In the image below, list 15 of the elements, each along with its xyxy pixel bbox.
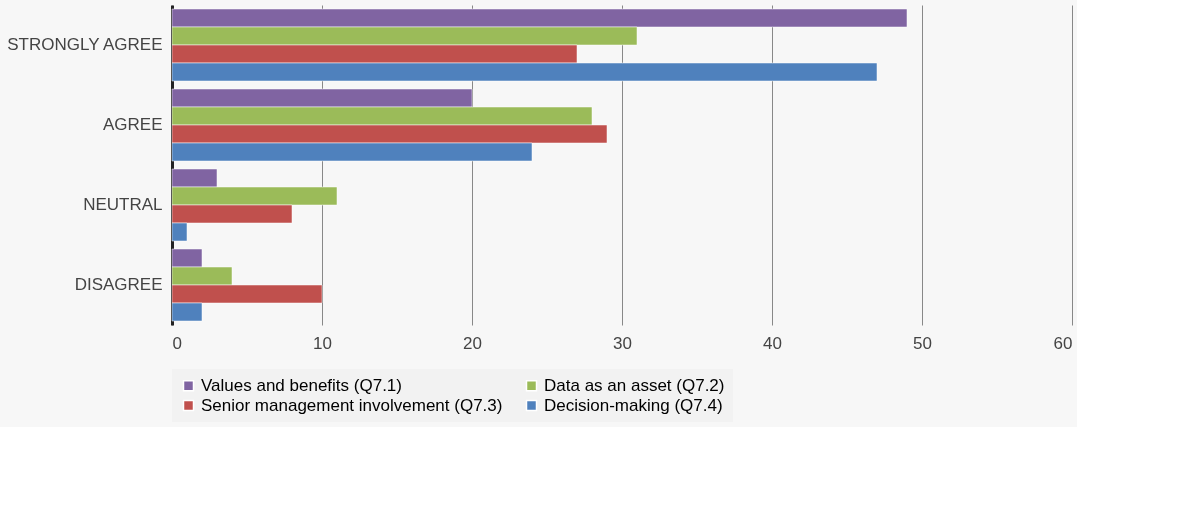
legend-label: Senior management involvement (Q7.3) [201,395,503,415]
x-tick-label: 20 [463,333,482,353]
legend-label: Values and benefits (Q7.1) [201,375,402,395]
legend-label: Data as an asset (Q7.2) [544,375,725,395]
x-tick-label: 30 [613,333,632,353]
x-tick-label: 0 [172,333,182,353]
x-tick-label: 40 [763,333,782,353]
x-tick-label: 50 [913,333,932,353]
y-tick-label: STRONGLY AGREE [7,35,163,54]
y-tick-label: DISAGREE [74,275,163,294]
legend-label: Decision-making (Q7.4) [544,395,723,415]
y-tick-label: NEUTRAL [83,195,163,214]
x-tick-label: 10 [313,333,332,353]
y-tick-label: AGREE [102,115,163,134]
x-tick-label: 60 [1053,333,1073,353]
